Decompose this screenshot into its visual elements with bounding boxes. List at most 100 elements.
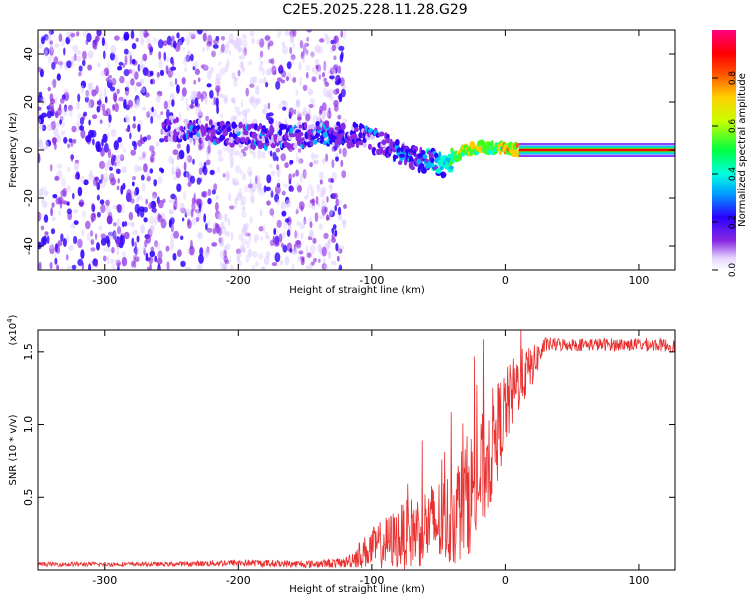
noise-blob	[202, 166, 205, 173]
ridge-blob	[440, 166, 444, 171]
noise-blob	[222, 173, 226, 178]
noise-blob	[337, 199, 343, 205]
noise-blob	[325, 91, 331, 99]
noise-blob	[104, 142, 109, 153]
noise-blob	[177, 249, 182, 257]
noise-blob	[232, 115, 236, 120]
noise-blob	[281, 210, 287, 217]
noise-blob	[107, 247, 111, 253]
noise-blob	[68, 138, 73, 143]
noise-blob	[66, 208, 72, 215]
noise-blob	[239, 61, 244, 69]
noise-blob	[304, 42, 310, 47]
noise-blob	[140, 89, 146, 95]
noise-blob	[48, 30, 54, 35]
noise-blob	[126, 221, 130, 227]
noise-blob	[85, 90, 90, 97]
noise-blob	[121, 166, 127, 174]
noise-blob	[124, 55, 128, 66]
noise-blob	[150, 79, 153, 85]
noise-blob	[126, 188, 132, 199]
noise-blob	[48, 30, 52, 38]
noise-blob	[220, 43, 225, 53]
noise-blob	[258, 78, 264, 84]
noise-blob	[76, 101, 80, 111]
noise-blob	[230, 97, 236, 104]
noise-blob	[303, 216, 307, 225]
noise-blob	[225, 231, 230, 237]
noise-blob	[55, 110, 58, 117]
noise-blob	[158, 59, 163, 69]
ridge-blob	[244, 129, 249, 136]
noise-blob	[205, 115, 210, 122]
noise-blob	[132, 123, 137, 129]
snr-y-multiplier: (x104)	[6, 314, 19, 345]
noise-blob	[38, 211, 42, 222]
noise-blob	[304, 219, 308, 224]
noise-blob	[154, 255, 158, 263]
noise-blob	[294, 230, 298, 239]
noise-blob	[331, 232, 335, 240]
noise-blob	[201, 191, 207, 198]
noise-blob	[321, 102, 327, 111]
noise-blob	[133, 190, 139, 196]
ridge-blob	[179, 125, 184, 132]
noise-blob	[181, 217, 185, 222]
noise-blob	[313, 154, 319, 159]
noise-blob	[197, 232, 203, 240]
noise-blob	[278, 30, 282, 36]
noise-blob	[281, 41, 286, 48]
noise-blob	[71, 125, 77, 133]
noise-blob	[160, 111, 164, 116]
noise-blob	[269, 239, 275, 247]
noise-blob	[109, 86, 116, 92]
noise-blob	[116, 250, 120, 256]
ridge-blob	[515, 142, 519, 149]
noise-blob	[291, 263, 295, 270]
noise-blob	[216, 166, 220, 174]
noise-blob	[253, 238, 258, 244]
noise-blob	[241, 210, 247, 218]
noise-blob	[77, 258, 84, 266]
noise-blob	[194, 97, 199, 107]
noise-blob	[107, 159, 111, 167]
noise-blob	[189, 104, 195, 109]
noise-blob	[116, 88, 120, 95]
noise-blob	[234, 198, 238, 209]
noise-blob	[202, 46, 205, 53]
noise-blob	[95, 85, 99, 95]
noise-blob	[117, 136, 122, 143]
noise-blob	[324, 81, 330, 87]
ridge-blob	[278, 128, 283, 136]
noise-blob	[42, 235, 48, 246]
noise-blob	[70, 154, 74, 162]
noise-blob	[38, 153, 41, 163]
noise-blob	[199, 247, 204, 256]
noise-blob	[213, 183, 218, 191]
noise-blob	[60, 97, 65, 104]
ridge-blob	[440, 171, 446, 179]
ridge-blob	[420, 150, 426, 156]
noise-blob	[299, 40, 304, 49]
noise-blob	[149, 51, 153, 56]
noise-blob	[179, 202, 185, 213]
colorbar-label: Normalized spectral amplitude	[737, 73, 748, 227]
noise-blob	[157, 213, 161, 220]
noise-blob	[54, 243, 58, 253]
noise-blob	[225, 41, 231, 49]
noise-blob	[140, 174, 145, 181]
noise-blob	[130, 222, 135, 228]
noise-blob	[103, 178, 108, 183]
noise-blob	[140, 37, 145, 46]
noise-blob	[136, 99, 141, 108]
noise-blob	[319, 171, 324, 180]
noise-blob	[265, 186, 271, 192]
noise-blob	[207, 197, 212, 205]
noise-blob	[148, 202, 153, 210]
noise-blob	[236, 111, 242, 116]
noise-blob	[80, 249, 85, 260]
noise-blob	[206, 83, 212, 88]
noise-blob	[292, 77, 297, 83]
noise-blob	[127, 69, 133, 74]
noise-blob	[120, 203, 125, 214]
